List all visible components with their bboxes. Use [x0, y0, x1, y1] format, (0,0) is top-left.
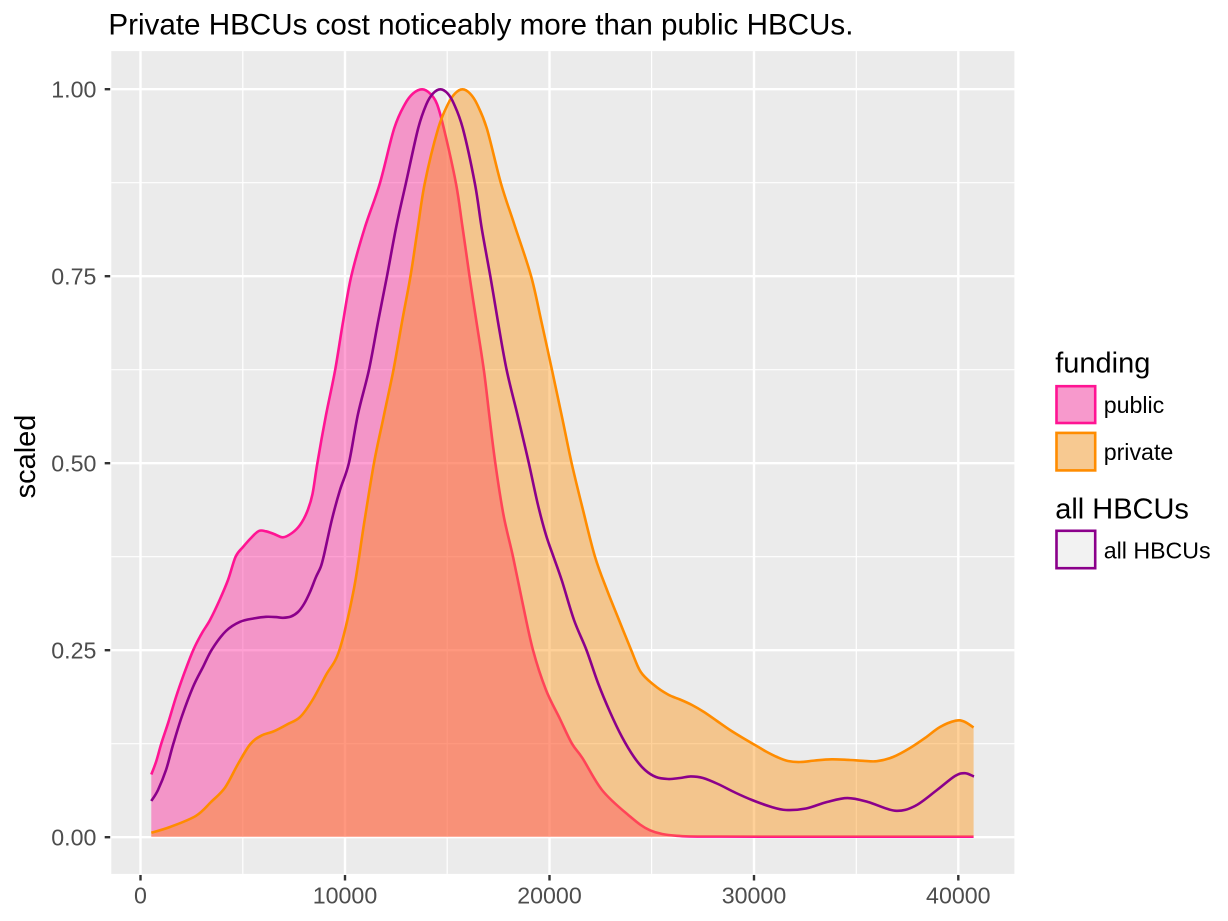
- svg-text:0.75: 0.75: [51, 264, 96, 290]
- svg-text:public: public: [1104, 392, 1165, 418]
- svg-text:0.50: 0.50: [51, 451, 96, 477]
- svg-text:1.00: 1.00: [51, 77, 96, 103]
- svg-text:private: private: [1104, 439, 1174, 465]
- svg-text:all HBCUs: all HBCUs: [1104, 537, 1211, 563]
- svg-text:40000: 40000: [926, 882, 990, 908]
- svg-text:0: 0: [134, 882, 147, 908]
- svg-text:funding: funding: [1055, 347, 1150, 379]
- svg-text:0.00: 0.00: [51, 825, 96, 851]
- svg-text:all HBCUs: all HBCUs: [1055, 494, 1189, 526]
- svg-text:30000: 30000: [722, 882, 786, 908]
- svg-text:20000: 20000: [517, 882, 581, 908]
- svg-text:10000: 10000: [313, 882, 377, 908]
- svg-text:0.25: 0.25: [51, 638, 96, 664]
- svg-text:scaled: scaled: [10, 415, 42, 499]
- svg-text:Private HBCUs cost noticeably: Private HBCUs cost noticeably more than …: [108, 9, 853, 42]
